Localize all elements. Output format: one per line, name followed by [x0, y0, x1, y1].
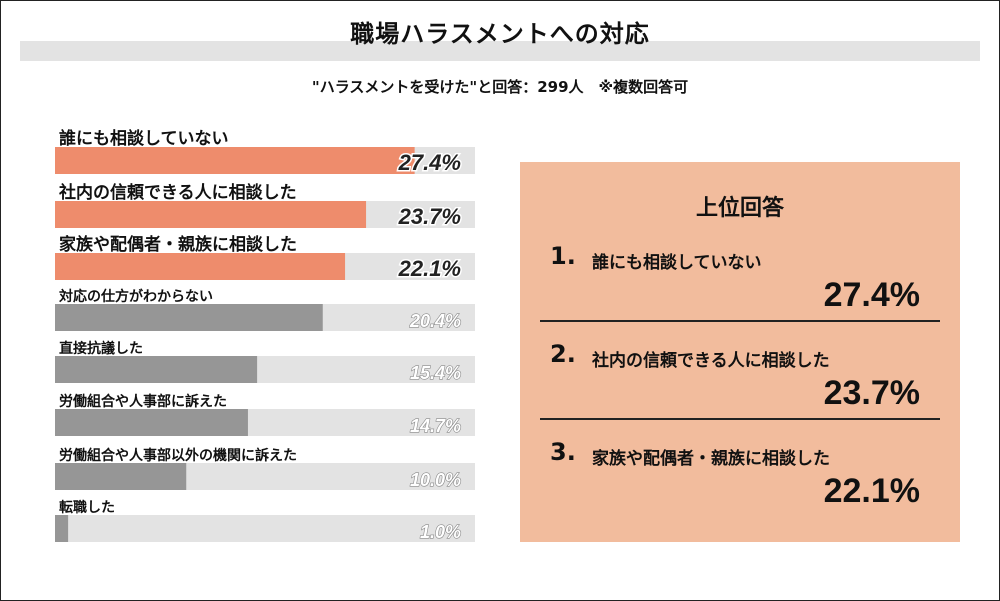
value-label: 14.7%: [410, 416, 461, 436]
title-band: [20, 41, 980, 61]
bar: [55, 147, 415, 174]
category-label: 対応の仕方がわからない: [58, 288, 213, 305]
rank-value: 23.7%: [823, 374, 920, 412]
divider: [540, 418, 940, 420]
value-label: 10.0%: [410, 470, 461, 490]
category-label: 労働組合や人事部以外の機関に訴えた: [59, 447, 297, 464]
chart-title: 職場ハラスメントへの対応: [350, 20, 650, 48]
rank-value: 22.1%: [823, 472, 920, 510]
bar-track: [55, 515, 475, 542]
chart-subtitle: "ハラスメントを受けた"と回答：299人 ※複数回答可: [311, 78, 689, 96]
category-label: 直接抗議した: [59, 340, 143, 357]
bar-chart: 誰にも相談していない 27.4% 社内の信頼できる人に相談した 23.7% 家族や配偶者…: [55, 128, 475, 543]
value-label: 20.4%: [409, 311, 461, 331]
category-label: 転職した: [59, 499, 115, 516]
bar: [55, 356, 258, 383]
top-answers-heading: 上位回答: [695, 196, 784, 221]
bar: [55, 463, 187, 490]
rank-label: 誰にも相談していない: [592, 253, 762, 273]
rank-value: 27.4%: [823, 276, 920, 314]
bar: [55, 515, 69, 542]
bar: [55, 253, 346, 280]
value-label: 23.7%: [398, 204, 461, 229]
value-label: 1.0%: [420, 522, 461, 542]
value-label: 27.4%: [398, 150, 461, 175]
rank-label: 社内の信頼できる人に相談した: [592, 351, 830, 371]
bar: [55, 201, 367, 228]
rank-label: 家族や配偶者・親族に相談した: [592, 449, 830, 469]
value-label: 15.4%: [410, 363, 461, 383]
rank-number: 2.: [550, 340, 576, 368]
category-label: 誰にも相談していない: [59, 128, 229, 149]
divider: [540, 320, 940, 322]
category-label: 家族や配偶者・親族に相談した: [59, 234, 297, 255]
rank-number: 3.: [550, 438, 576, 466]
category-label: 労働組合や人事部に訴えた: [59, 393, 227, 410]
rank-number: 1.: [550, 242, 576, 270]
bar: [55, 304, 323, 331]
bar: [55, 409, 248, 436]
value-label: 22.1%: [398, 256, 461, 281]
category-label: 社内の信頼できる人に相談した: [58, 182, 297, 203]
top-answers-box: 上位回答 1. 誰にも相談していない 27.4% 2. 社内の信頼できる人に相談…: [520, 162, 960, 542]
